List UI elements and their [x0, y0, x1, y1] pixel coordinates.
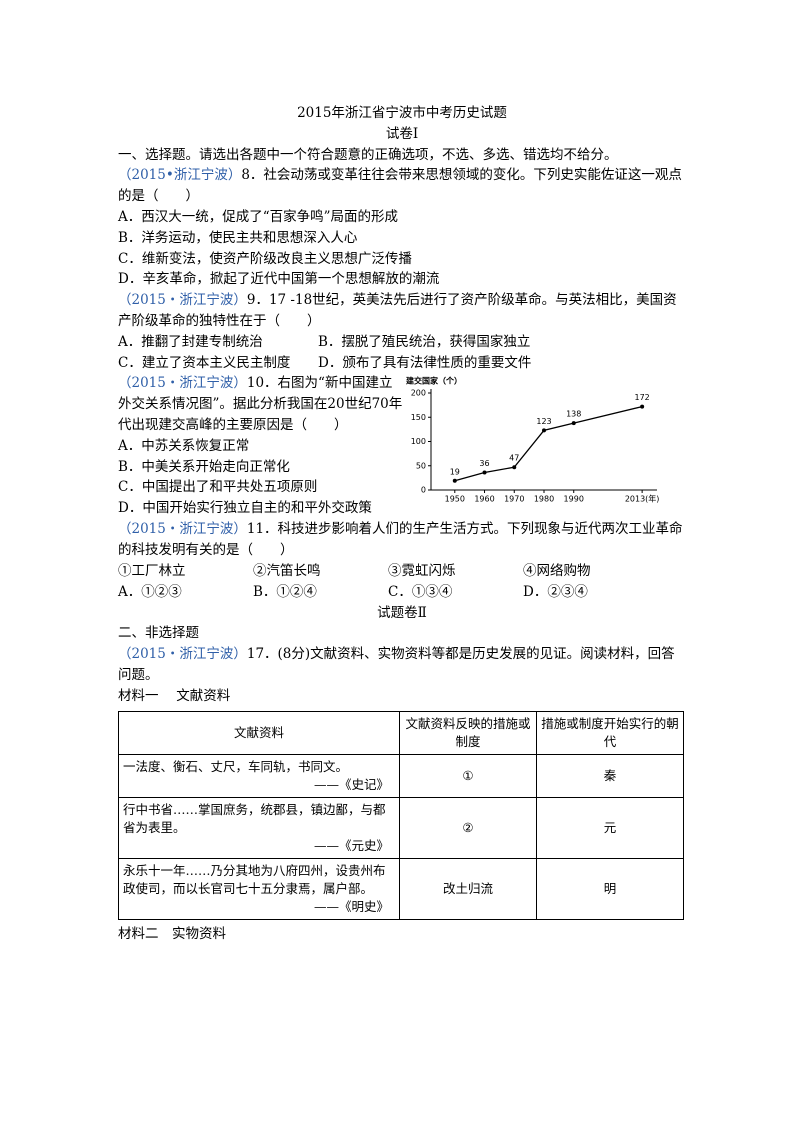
- question: （2015・浙江宁波）10．右图为“新中国建立外交关系情况图”。据此分析我国在2…: [118, 373, 403, 435]
- y-tick-label: 100: [411, 437, 426, 446]
- cell: 元: [536, 796, 684, 859]
- cell: 永乐十一年……乃分其地为八府四州，设贵州布政使司，而以长官司七十五分隶焉，属户部…: [118, 857, 400, 920]
- cell: ①: [399, 753, 537, 798]
- citation: ——《明史》: [313, 898, 389, 914]
- table-row: 永乐十一年……乃分其地为八府四州，设贵州布政使司，而以长官司七十五分隶焉，属户部…: [118, 857, 684, 920]
- section-heading: 二、非选择题: [118, 625, 199, 642]
- option: B．①②④: [253, 583, 317, 600]
- point: [640, 404, 645, 409]
- x-tick-label: 1970: [504, 495, 524, 504]
- cell: 行中书省……掌国庶务，统郡县，镇边鄙，与都省为表里。 ——《元史》: [118, 796, 400, 859]
- section-heading: 一、选择题。请选出各题中一个符合题意的正确选项，不选、多选、错选均不给分。: [118, 146, 618, 163]
- data-label: 138: [566, 410, 581, 419]
- citation: ——《史记》: [313, 776, 389, 792]
- item: ③霓虹闪烁: [388, 562, 456, 579]
- cell: 秦: [536, 753, 684, 798]
- item: ②汽笛长鸣: [253, 562, 321, 579]
- cell: 明: [536, 857, 684, 920]
- option: A．西汉大一统，促成了“百家争鸣”局面的形成: [118, 208, 399, 225]
- data-label: 172: [634, 393, 649, 402]
- option: C．建立了资本主义民主制度: [118, 354, 291, 371]
- cell: ②: [399, 796, 537, 859]
- question-text: 17．(8分)文献资料、实物资料等都是历史发展的见证。阅读材料，回答问题。: [118, 646, 675, 683]
- question-with-figure: （2015・浙江宁波）10．右图为“新中国建立外交关系情况图”。据此分析我国在2…: [118, 373, 686, 519]
- option: D．颁布了具有法律性质的重要文件: [318, 354, 532, 371]
- option: B．中美关系开始走向正常化: [118, 458, 290, 475]
- header-cell: 文献资料: [118, 710, 400, 755]
- point: [512, 465, 517, 470]
- source: （2015・浙江宁波）: [118, 375, 247, 392]
- title: 2015年浙江省宁波市中考历史试题: [297, 105, 507, 121]
- cell-text: 行中书省……掌国庶务，统郡县，镇边鄙，与都省为表里。: [123, 801, 386, 835]
- question: （2015・浙江宁波）11．科技进步影响着人们的生产生活方式。下列现象与近代两次…: [118, 519, 686, 561]
- cell-text: 一法度、衡石、丈尺，车同轨，书同文。: [123, 758, 349, 774]
- header-cell: 文献资料反映的措施或制度: [399, 710, 537, 755]
- y-tick-label: 50: [416, 462, 426, 471]
- options: A．①②③ B．①②④ C．①③④ D．②③④: [118, 582, 686, 603]
- question-text: 10．右图为“新中国建立外交关系情况图”。据此分析我国在20世纪70年代出现建交…: [118, 375, 403, 433]
- option: B．洋务运动，使民主共和思想深入人心: [118, 229, 358, 246]
- options: A．推翻了封建专制统治 B．摆脱了殖民统治，获得国家独立 C．建立了资本主义民主…: [118, 332, 686, 374]
- item: ①工厂林立: [118, 562, 186, 579]
- y-tick-label: 0: [421, 486, 426, 495]
- x-tick-label: 1990: [564, 495, 584, 504]
- cell: 一法度、衡石、丈尺，车同轨，书同文。 ——《史记》: [118, 753, 400, 798]
- option: A．①②③: [118, 583, 182, 600]
- x-tick-label: 1960: [474, 495, 494, 504]
- point: [482, 470, 487, 475]
- question-text: 9．17 -18世纪，英美法先后进行了资产阶级革命。与英法相比，美国资产阶级革命…: [118, 292, 677, 329]
- item: ④网络购物: [523, 562, 591, 579]
- option: C．维新变法，使资产阶级改良主义思想广泛传播: [118, 250, 412, 267]
- x-tick-label: 1980: [534, 495, 554, 504]
- source: （2015・浙江宁波）: [118, 521, 247, 538]
- point: [571, 421, 576, 426]
- document: 2015年浙江省宁波市中考历史试题 试卷Ⅰ 一、选择题。请选出各题中一个符合题意…: [118, 103, 686, 944]
- chart: 建交国家（个） 0 50 100 150 200 1950 1960 1970 1980 1990…: [405, 376, 660, 504]
- items: ①工厂林立 ②汽笛长鸣 ③霓虹闪烁 ④网络购物: [118, 561, 686, 582]
- option: C．①③④: [388, 583, 453, 600]
- data-label: 36: [479, 459, 489, 468]
- point: [452, 479, 457, 484]
- question-text: 11．科技进步影响着人们的生产生活方式。下列现象与近代两次工业革命的科技发明有关…: [118, 521, 683, 559]
- question: （2015•浙江宁波）8．社会动荡或变革往往会带来思想领域的变化。下列史实能佐证…: [118, 165, 686, 207]
- data-label: 47: [509, 454, 519, 463]
- option: C．中国提出了和平共处五项原则: [118, 479, 318, 496]
- material-heading: 材料二 实物资料: [118, 925, 226, 942]
- source: （2015•浙江宁波）: [118, 167, 242, 184]
- question: （2015・浙江宁波）17．(8分)文献资料、实物资料等都是历史发展的见证。阅读…: [118, 644, 686, 686]
- option: B．摆脱了殖民统治，获得国家独立: [318, 333, 531, 350]
- paper-title: 试卷Ⅰ: [385, 125, 419, 142]
- paper-title: 试题卷Ⅱ: [377, 604, 427, 621]
- y-tick-label: 150: [411, 413, 426, 422]
- citation: ——《元史》: [313, 837, 389, 853]
- line: [454, 406, 643, 482]
- y-tick-label: 200: [411, 389, 426, 398]
- source: （2015・浙江宁波）: [118, 292, 247, 309]
- table: 文献资料 文献资料反映的措施或制度 措施或制度开始实行的朝代 一法度、衡石、丈尺…: [118, 710, 684, 920]
- data-label: 19: [450, 468, 460, 477]
- y-axis-label: 建交国家（个）: [405, 376, 462, 386]
- data-label: 123: [536, 417, 551, 426]
- point: [542, 428, 546, 433]
- x-tick-label: 2013(年): [625, 494, 660, 504]
- header-cell: 措施或制度开始实行的朝代: [536, 710, 684, 755]
- option: D．②③④: [523, 583, 588, 600]
- source: （2015・浙江宁波）: [118, 646, 247, 663]
- table-row: 行中书省……掌国庶务，统郡县，镇边鄙，与都省为表里。 ——《元史》 ② 元: [118, 796, 684, 859]
- option: D．中国开始实行独立自主的和平外交政策: [118, 500, 372, 517]
- cell: 改土归流: [399, 857, 537, 920]
- table-row: 一法度、衡石、丈尺，车同轨，书同文。 ——《史记》 ① 秦: [118, 753, 684, 798]
- question: （2015・浙江宁波）9．17 -18世纪，英美法先后进行了资产阶级革命。与英法…: [118, 290, 686, 332]
- cell-text: 永乐十一年……乃分其地为八府四州，设贵州布政使司，而以长官司七十五分隶焉，属户部…: [123, 862, 386, 896]
- option: A．中苏关系恢复正常: [118, 437, 250, 454]
- option: A．推翻了封建专制统治: [118, 333, 263, 350]
- x-tick-label: 1950: [445, 495, 465, 504]
- table-header: 文献资料 文献资料反映的措施或制度 措施或制度开始实行的朝代: [118, 710, 684, 755]
- option: D．辛亥革命，掀起了近代中国第一个思想解放的潮流: [118, 271, 440, 288]
- question-text: 8．社会动荡或变革往往会带来思想领域的变化。下列史实能佐证这一观点的是（ ）: [118, 167, 682, 205]
- material-heading: 材料一 文献资料: [118, 687, 231, 704]
